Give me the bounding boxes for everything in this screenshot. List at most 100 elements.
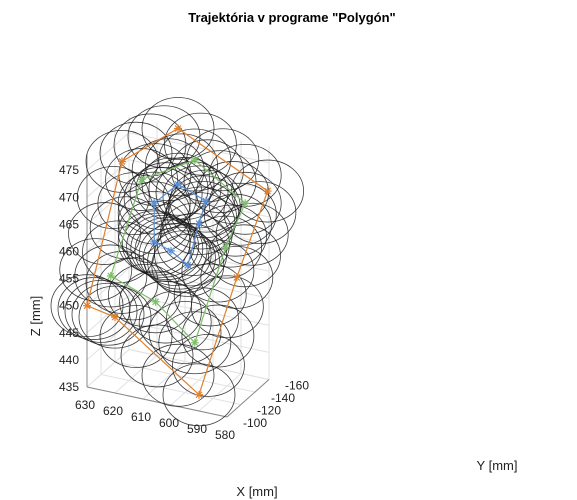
tool-circle [208,171,282,235]
tool-circle [158,311,232,375]
grid-line [114,361,256,393]
z-tick-label: 455 [59,272,79,286]
x-tick-label: 630 [75,398,95,412]
y-axis-line [226,379,270,418]
z-axis-label: Z [mm] [28,296,43,336]
tool-circle [71,282,145,346]
tool-circle [117,191,191,254]
x-tick-label: 590 [187,422,207,436]
marker-stroke [195,391,203,399]
point-marker [150,237,159,246]
grid-line [170,367,214,406]
grid-line [86,186,130,225]
tool-circle [142,226,216,290]
marker-stroke [83,302,91,310]
tool-circle [126,214,200,278]
z-tick-label: 465 [59,217,79,231]
y-axis-label: Y [mm] [477,458,518,473]
marker-stroke [202,197,210,205]
point-marker [174,124,182,133]
tick-labels: 475 470 465 460 455 450 445 440 435 630 620 610 600 5… [59,163,309,442]
tool-circle [167,175,241,239]
point-marker [263,187,272,196]
tool-circle [85,130,159,193]
marker-stroke [184,261,192,269]
z-tick-label: 445 [59,326,79,340]
tool-circle [78,285,152,349]
x-tick-label: 580 [215,428,235,442]
z-tick-label: 475 [59,163,79,177]
marker-stroke [152,298,160,306]
x-axis-label: X [mm] [236,484,277,499]
point-marker [83,301,91,310]
marker-stroke [191,156,199,164]
point-marker [174,180,182,189]
grid-line [100,374,242,405]
x-tick-label: 600 [159,416,179,430]
grid-line [86,132,130,171]
marker-stroke [118,157,126,165]
grid-line [86,349,130,388]
grid-line [128,349,270,380]
point-marker [195,219,203,228]
tool-circle [129,162,203,226]
tool-circle [173,263,247,327]
marker-stroke [167,247,175,255]
y-tick-label: -120 [257,404,281,418]
grid-line [86,322,130,361]
marker-stroke [195,220,203,228]
marker-stroke [111,313,119,321]
point-marker [202,197,210,206]
grid-line [128,132,270,164]
tool-circle [120,324,194,388]
marker-stroke [264,187,272,195]
tool-circle [194,204,267,268]
tool-circle [155,161,229,225]
point-marker [241,199,250,208]
marker-stroke [241,199,249,207]
x-axis-line [86,386,228,418]
marker-stroke [150,199,158,207]
marker-stroke [174,180,182,188]
tool-circle [163,112,237,176]
point-marker [151,297,160,306]
trajectory-line [110,159,246,344]
y-tick-label: -140 [271,391,295,405]
tool-circle [76,166,150,229]
tool-circles [50,97,305,427]
grid-line [128,321,270,353]
tool-circle [141,152,215,216]
grid-line [128,213,270,245]
point-marker [150,199,159,208]
tool-circle [123,167,197,230]
marker-stroke [138,176,146,183]
grid-line [86,213,130,252]
grid-line [142,361,186,400]
point-marker [221,243,230,252]
tool-circle [148,301,222,364]
tool-circle [141,343,215,407]
tool-circle [162,363,236,427]
marker-stroke [107,272,115,280]
chart-title: Trajektória v programe "Polygón" [188,10,395,25]
point-marker [106,271,115,280]
marker-stroke [150,238,158,246]
grid-line [86,240,130,279]
point-marker [118,157,126,166]
marker-stroke [233,273,241,281]
marker-stroke [191,339,199,347]
point-marker [190,155,199,164]
marker-stroke [174,125,182,132]
z-tick-label: 440 [59,353,79,367]
grid-line [114,355,158,394]
point-marker [167,246,175,255]
z-tick-label: 435 [59,380,79,394]
marker-stroke [222,243,230,251]
x-tick-label: 620 [103,404,123,418]
grid-line [86,159,130,198]
tool-circle [208,224,281,288]
point-marker [195,390,203,399]
z-tick-label: 460 [59,245,79,259]
